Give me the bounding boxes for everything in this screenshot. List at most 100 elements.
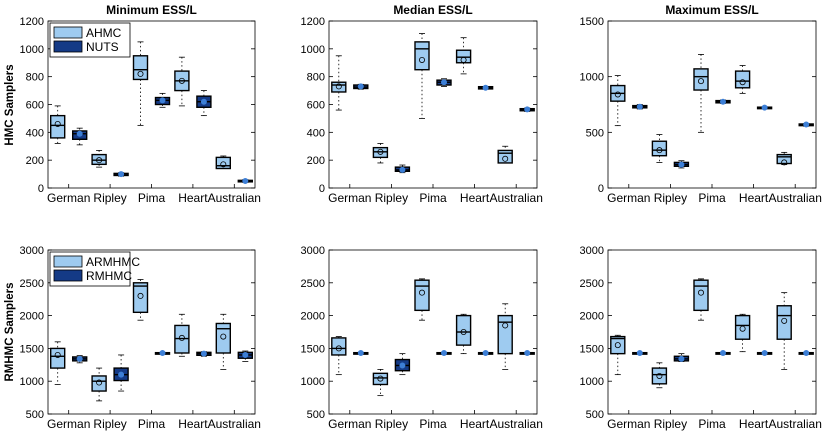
x-tick-label: Heart [460, 417, 490, 431]
mean-marker [482, 84, 489, 91]
y-tick-label: 0 [38, 183, 44, 195]
legend-swatch [53, 255, 83, 268]
mean-marker [781, 159, 788, 166]
legend-label: ARMHMC [86, 255, 140, 269]
x-tick-label: Australian [208, 191, 261, 205]
y-tick-label: 1000 [580, 376, 604, 388]
mean-marker [377, 375, 384, 382]
x-tick-label: Pima [698, 191, 726, 205]
legend-label: RMHMC [86, 269, 132, 283]
y-tick-label: 400 [26, 127, 44, 139]
y-tick-label: 0 [598, 183, 604, 195]
x-tick-label: Australian [490, 191, 543, 205]
y-tick-label: 1000 [301, 376, 325, 388]
box [91, 375, 107, 392]
mean-marker [636, 103, 643, 110]
y-tick-label: 1000 [20, 44, 44, 56]
y-tick-label: 1000 [301, 44, 325, 56]
mean-marker [739, 79, 746, 86]
y-tick-label: 2000 [20, 311, 44, 323]
mean-marker [803, 349, 810, 356]
x-tick-label: German [328, 417, 371, 431]
legend-swatch [53, 40, 83, 53]
mean-marker [614, 342, 621, 349]
y-tick-label: 1500 [20, 343, 44, 355]
mean-marker [357, 83, 364, 90]
mean-marker [159, 349, 166, 356]
legend-label: AHMC [86, 26, 122, 40]
mean-marker [698, 289, 705, 296]
box [331, 337, 347, 356]
box [132, 282, 149, 314]
box [776, 153, 792, 165]
row-label-rmhmc: RMHMC Samplers [4, 282, 16, 381]
y-tick-label: 1200 [20, 16, 44, 28]
box [455, 314, 472, 346]
row-label-hmc: HMC Samplers [4, 64, 16, 145]
x-tick-label: Pima [419, 417, 447, 431]
x-tick-label: Ripley [93, 417, 126, 431]
y-tick-label: 2000 [301, 311, 325, 323]
y-tick-label: 3000 [20, 245, 44, 257]
box [651, 140, 668, 157]
mean-marker [200, 350, 207, 357]
x-tick-label: Pima [419, 191, 447, 205]
x-tick-label: German [47, 417, 90, 431]
legend-label: NUTS [86, 40, 119, 54]
y-tick-label: 1000 [20, 376, 44, 388]
x-tick-label: Heart [739, 417, 769, 431]
box [497, 314, 513, 355]
y-tick-label: 500 [307, 409, 325, 421]
mean-marker [656, 372, 663, 379]
mean-marker [636, 349, 643, 356]
mean-marker [460, 56, 467, 63]
y-tick-label: 1500 [301, 343, 325, 355]
mean-marker [502, 322, 509, 329]
mean-marker [76, 130, 83, 137]
x-tick-label: Ripley [654, 417, 687, 431]
mean-marker [137, 292, 144, 299]
mean-marker [220, 161, 227, 168]
x-tick-label: Pima [138, 191, 166, 205]
box [132, 55, 149, 81]
x-tick-label: Australian [208, 417, 261, 431]
mean-marker [96, 157, 103, 164]
box [331, 81, 347, 93]
y-tick-label: 600 [307, 100, 325, 112]
x-tick-label: Heart [178, 191, 208, 205]
panel-title: Minimum ESS/L [106, 3, 197, 17]
y-tick-label: 2500 [301, 278, 325, 290]
mean-marker [614, 91, 621, 98]
x-tick-label: Ripley [375, 417, 408, 431]
x-tick-label: German [607, 191, 650, 205]
mean-marker [418, 289, 425, 296]
y-tick-label: 500 [586, 409, 604, 421]
mean-marker [54, 120, 61, 127]
box [734, 314, 751, 340]
mean-marker [678, 161, 685, 168]
y-tick-label: 1200 [301, 16, 325, 28]
mean-marker [118, 371, 125, 378]
panel-title: Median ESS/L [393, 3, 472, 17]
mean-marker [399, 166, 406, 173]
y-tick-label: 500 [586, 127, 604, 139]
mean-marker [159, 97, 166, 104]
x-tick-label: Heart [739, 191, 769, 205]
mean-marker [460, 328, 467, 335]
mean-marker [118, 171, 125, 178]
x-tick-label: Australian [769, 191, 822, 205]
mean-marker [178, 77, 185, 84]
mean-marker [200, 98, 207, 105]
mean-marker [698, 78, 705, 85]
y-tick-label: 400 [307, 127, 325, 139]
y-tick-label: 1000 [580, 72, 604, 84]
y-tick-label: 600 [26, 100, 44, 112]
mean-marker [720, 98, 727, 105]
x-tick-label: Pima [138, 417, 166, 431]
box [215, 322, 232, 354]
x-tick-label: German [328, 191, 371, 205]
mean-marker [242, 351, 249, 358]
x-tick-label: Pima [698, 417, 726, 431]
box [651, 367, 668, 385]
mean-marker [678, 355, 685, 362]
